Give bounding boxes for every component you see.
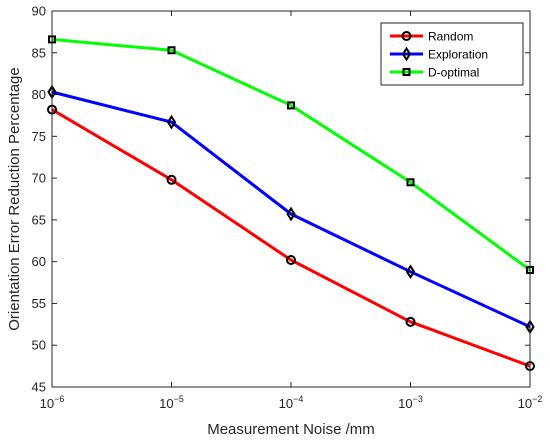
data-point	[287, 101, 295, 110]
series-line	[51, 108, 531, 368]
legend-entry: Random	[390, 30, 473, 44]
series-line	[51, 37, 531, 272]
series-exploration	[47, 84, 535, 335]
y-tick-label: 75	[32, 129, 46, 144]
y-tick-label: 85	[32, 45, 46, 60]
legend-marker	[402, 68, 411, 76]
x-tick-label: 10−3	[398, 394, 423, 411]
legend-label: D-optimal	[428, 66, 479, 80]
data-point	[286, 254, 296, 265]
data-point	[405, 316, 416, 327]
legend-marker	[401, 31, 412, 41]
y-tick-label: 80	[32, 87, 46, 102]
y-axis-label: Orientation Error Reduction Percentage	[6, 67, 23, 330]
data-point	[166, 174, 177, 185]
series-line	[51, 90, 531, 329]
legend-label: Random	[428, 30, 473, 44]
legend-entry: Exploration	[390, 46, 488, 62]
legend-entry: D-optimal	[390, 66, 479, 80]
y-tick-label: 50	[32, 338, 46, 353]
y-tick-label: 90	[32, 4, 46, 19]
data-point	[286, 206, 296, 222]
legend: Random Exploration D-optimal	[380, 22, 524, 86]
y-tick-label: 55	[32, 296, 46, 311]
data-point	[406, 178, 415, 187]
legend-marker	[401, 46, 412, 62]
y-tick-label: 70	[32, 171, 46, 186]
series-layer	[47, 35, 535, 372]
y-tick-label: 65	[32, 212, 46, 227]
x-tick-label: 10−5	[159, 394, 184, 411]
legend-label: Exploration	[428, 48, 488, 62]
data-point	[167, 46, 176, 55]
x-tick-label: 10−4	[279, 394, 304, 411]
y-tick-label: 45	[32, 380, 46, 395]
x-tick-label: 10−6	[40, 394, 65, 411]
data-point	[166, 114, 177, 130]
axes-layer: 45 50 55 60 65 70 75 80 85 90 10−6 10−5 10−4 10−3 10−2	[32, 4, 543, 412]
x-tick-label: 10−2	[518, 394, 543, 411]
x-axis-label: Measurement Noise /mm	[207, 421, 375, 438]
y-tick-label: 60	[32, 254, 46, 269]
data-point	[405, 264, 416, 280]
series-d-optimal	[48, 35, 534, 275]
